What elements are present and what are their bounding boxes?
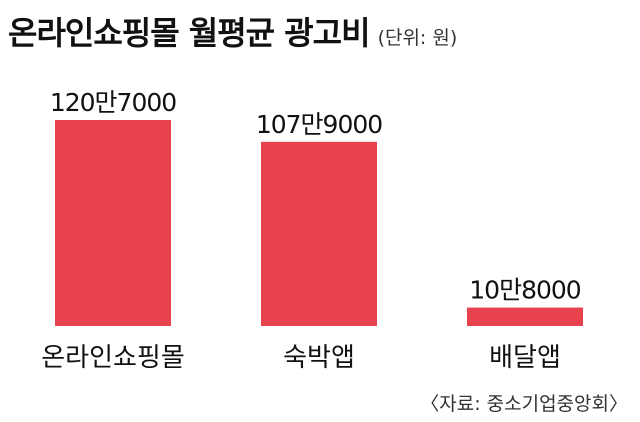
source-note: 〈자료: 중소기업중앙회〉 <box>420 393 628 415</box>
bar-1 <box>55 120 171 326</box>
category-label-1: 온라인쇼핑몰 <box>41 343 185 373</box>
category-label-3: 배달앱 <box>489 343 561 373</box>
value-label-1: 120만7000 <box>50 88 176 117</box>
title-row: 온라인쇼핑몰 월평균 광고비 (단위: 원) <box>8 8 457 54</box>
category-label-2: 숙박앱 <box>283 343 355 373</box>
bar-3 <box>467 307 583 326</box>
unit-note: (단위: 원) <box>377 27 458 49</box>
bar-2 <box>261 141 377 326</box>
value-label-2: 107만9000 <box>256 110 382 139</box>
value-label-3: 10만8000 <box>469 276 581 305</box>
chart-title: 온라인쇼핑몰 월평균 광고비 <box>8 14 371 52</box>
